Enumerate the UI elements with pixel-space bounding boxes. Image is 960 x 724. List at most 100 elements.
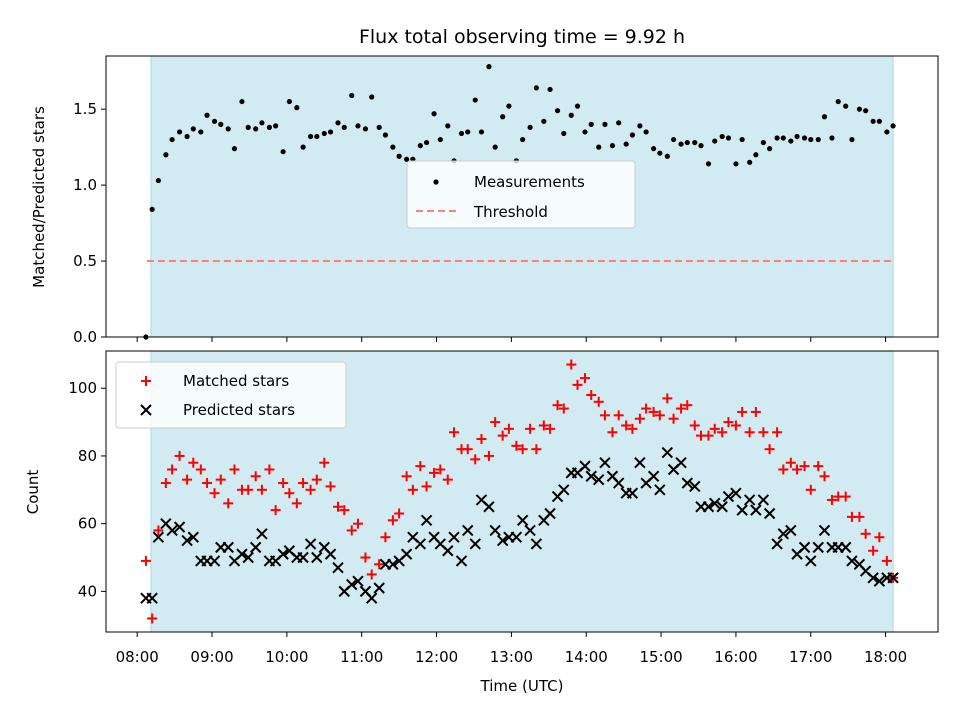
cross-stroke — [606, 470, 619, 482]
measurement-point — [863, 108, 869, 114]
predicted-star-point — [722, 490, 735, 503]
measurement-point — [286, 98, 292, 105]
predicted-star-point — [249, 541, 262, 554]
measurement-point — [629, 132, 635, 138]
cross-stroke — [593, 473, 605, 486]
top-panel: 0.0 0.5 1.0 1.5 Matched/Predicted stars Mea… — [30, 55, 939, 346]
predicted-star-point — [524, 524, 536, 537]
measurement-point — [829, 135, 835, 141]
measurement-point — [294, 105, 300, 111]
measurement-point — [650, 146, 657, 152]
measurement-point — [527, 124, 533, 130]
matched-star-point — [764, 444, 775, 455]
xtick-label: 13:00 — [490, 648, 533, 666]
measurement-point — [176, 129, 183, 135]
predicted-star-point — [612, 477, 625, 489]
measurement-point — [190, 126, 196, 132]
matched-star-point — [868, 545, 879, 556]
measurement-point — [266, 124, 273, 130]
cross-stroke — [160, 517, 172, 530]
measurement-point — [876, 118, 882, 124]
measurement-point — [198, 129, 204, 135]
predicted-star-point — [544, 507, 556, 520]
measurement-point — [211, 118, 218, 124]
measurement-point — [486, 64, 492, 70]
legend-measurement-marker — [433, 179, 439, 185]
matched-star-point — [415, 461, 426, 472]
predicted-star-point — [661, 446, 674, 459]
cross-stroke — [304, 538, 317, 550]
cross-stroke — [805, 555, 817, 567]
matched-star-point — [264, 464, 275, 475]
cross-stroke — [558, 484, 570, 496]
measurement-point — [362, 126, 369, 132]
bottom-y-axis-label: Count — [24, 470, 42, 515]
top-ytick-label: 1.0 — [73, 176, 97, 194]
matched-star-point — [517, 444, 528, 455]
predicted-star-point — [812, 541, 824, 554]
cross-stroke — [757, 494, 770, 506]
cross-stroke — [763, 507, 776, 520]
matched-star-point — [319, 457, 330, 468]
cross-stroke — [414, 538, 427, 550]
predicted-star-point — [730, 487, 742, 499]
matched-star-point — [621, 420, 632, 431]
matched-star-point — [250, 471, 261, 482]
matched-star-point — [778, 464, 789, 475]
matched-star-point — [703, 430, 714, 441]
matched-star-point — [490, 417, 501, 428]
cross-stroke — [249, 541, 262, 554]
matched-star-point — [435, 464, 446, 475]
matched-star-point — [291, 498, 302, 509]
measurement-point — [341, 124, 347, 130]
bottom-axes-frame — [105, 350, 939, 633]
measurement-point — [300, 144, 306, 150]
measurement-point — [273, 123, 279, 129]
cross-stroke — [689, 480, 701, 493]
predicted-star-point — [236, 548, 248, 560]
bottom-ytick-label: 100 — [68, 379, 97, 397]
matched-star-point — [380, 532, 391, 543]
matched-star-point — [374, 559, 385, 570]
measurement-point — [423, 139, 430, 146]
cross-stroke — [442, 545, 454, 557]
cross-stroke — [407, 531, 419, 543]
measurement-point — [582, 129, 588, 135]
matched-star-point — [339, 505, 350, 516]
matched-star-point — [387, 515, 398, 526]
cross-stroke — [236, 548, 248, 560]
cross-stroke — [510, 531, 523, 543]
cross-stroke — [585, 470, 597, 482]
measurement-point — [149, 206, 155, 213]
predicted-star-point — [387, 558, 399, 570]
predicted-star-point — [785, 524, 797, 537]
measurement-point — [835, 98, 841, 105]
measurement-point — [596, 144, 602, 150]
matched-star-point — [174, 450, 185, 461]
measurement-point — [698, 143, 704, 149]
top-axes-frame — [105, 55, 939, 338]
matched-star-point — [256, 484, 267, 495]
matched-star-point — [188, 457, 199, 468]
predicted-star-point — [365, 592, 378, 604]
matched-star-point — [730, 420, 741, 431]
cross-stroke — [736, 504, 748, 516]
cross-stroke — [359, 585, 372, 598]
cross-stroke — [434, 538, 447, 550]
cross-stroke — [612, 477, 625, 489]
cross-stroke — [675, 457, 687, 469]
cross-stroke — [462, 524, 474, 537]
measurement-point — [321, 130, 327, 137]
matched-star-point — [195, 464, 206, 475]
measurement-point — [259, 120, 265, 126]
matched-star-point — [147, 613, 158, 624]
measurement-point — [712, 138, 718, 144]
cross-stroke — [839, 541, 852, 554]
measurement-point — [801, 135, 808, 141]
predicted-star-point — [442, 545, 454, 557]
predicted-star-point — [373, 582, 385, 594]
measurement-point — [884, 129, 890, 135]
cross-stroke — [579, 460, 591, 472]
cross-stroke — [455, 555, 468, 567]
measurement-point — [554, 108, 561, 114]
